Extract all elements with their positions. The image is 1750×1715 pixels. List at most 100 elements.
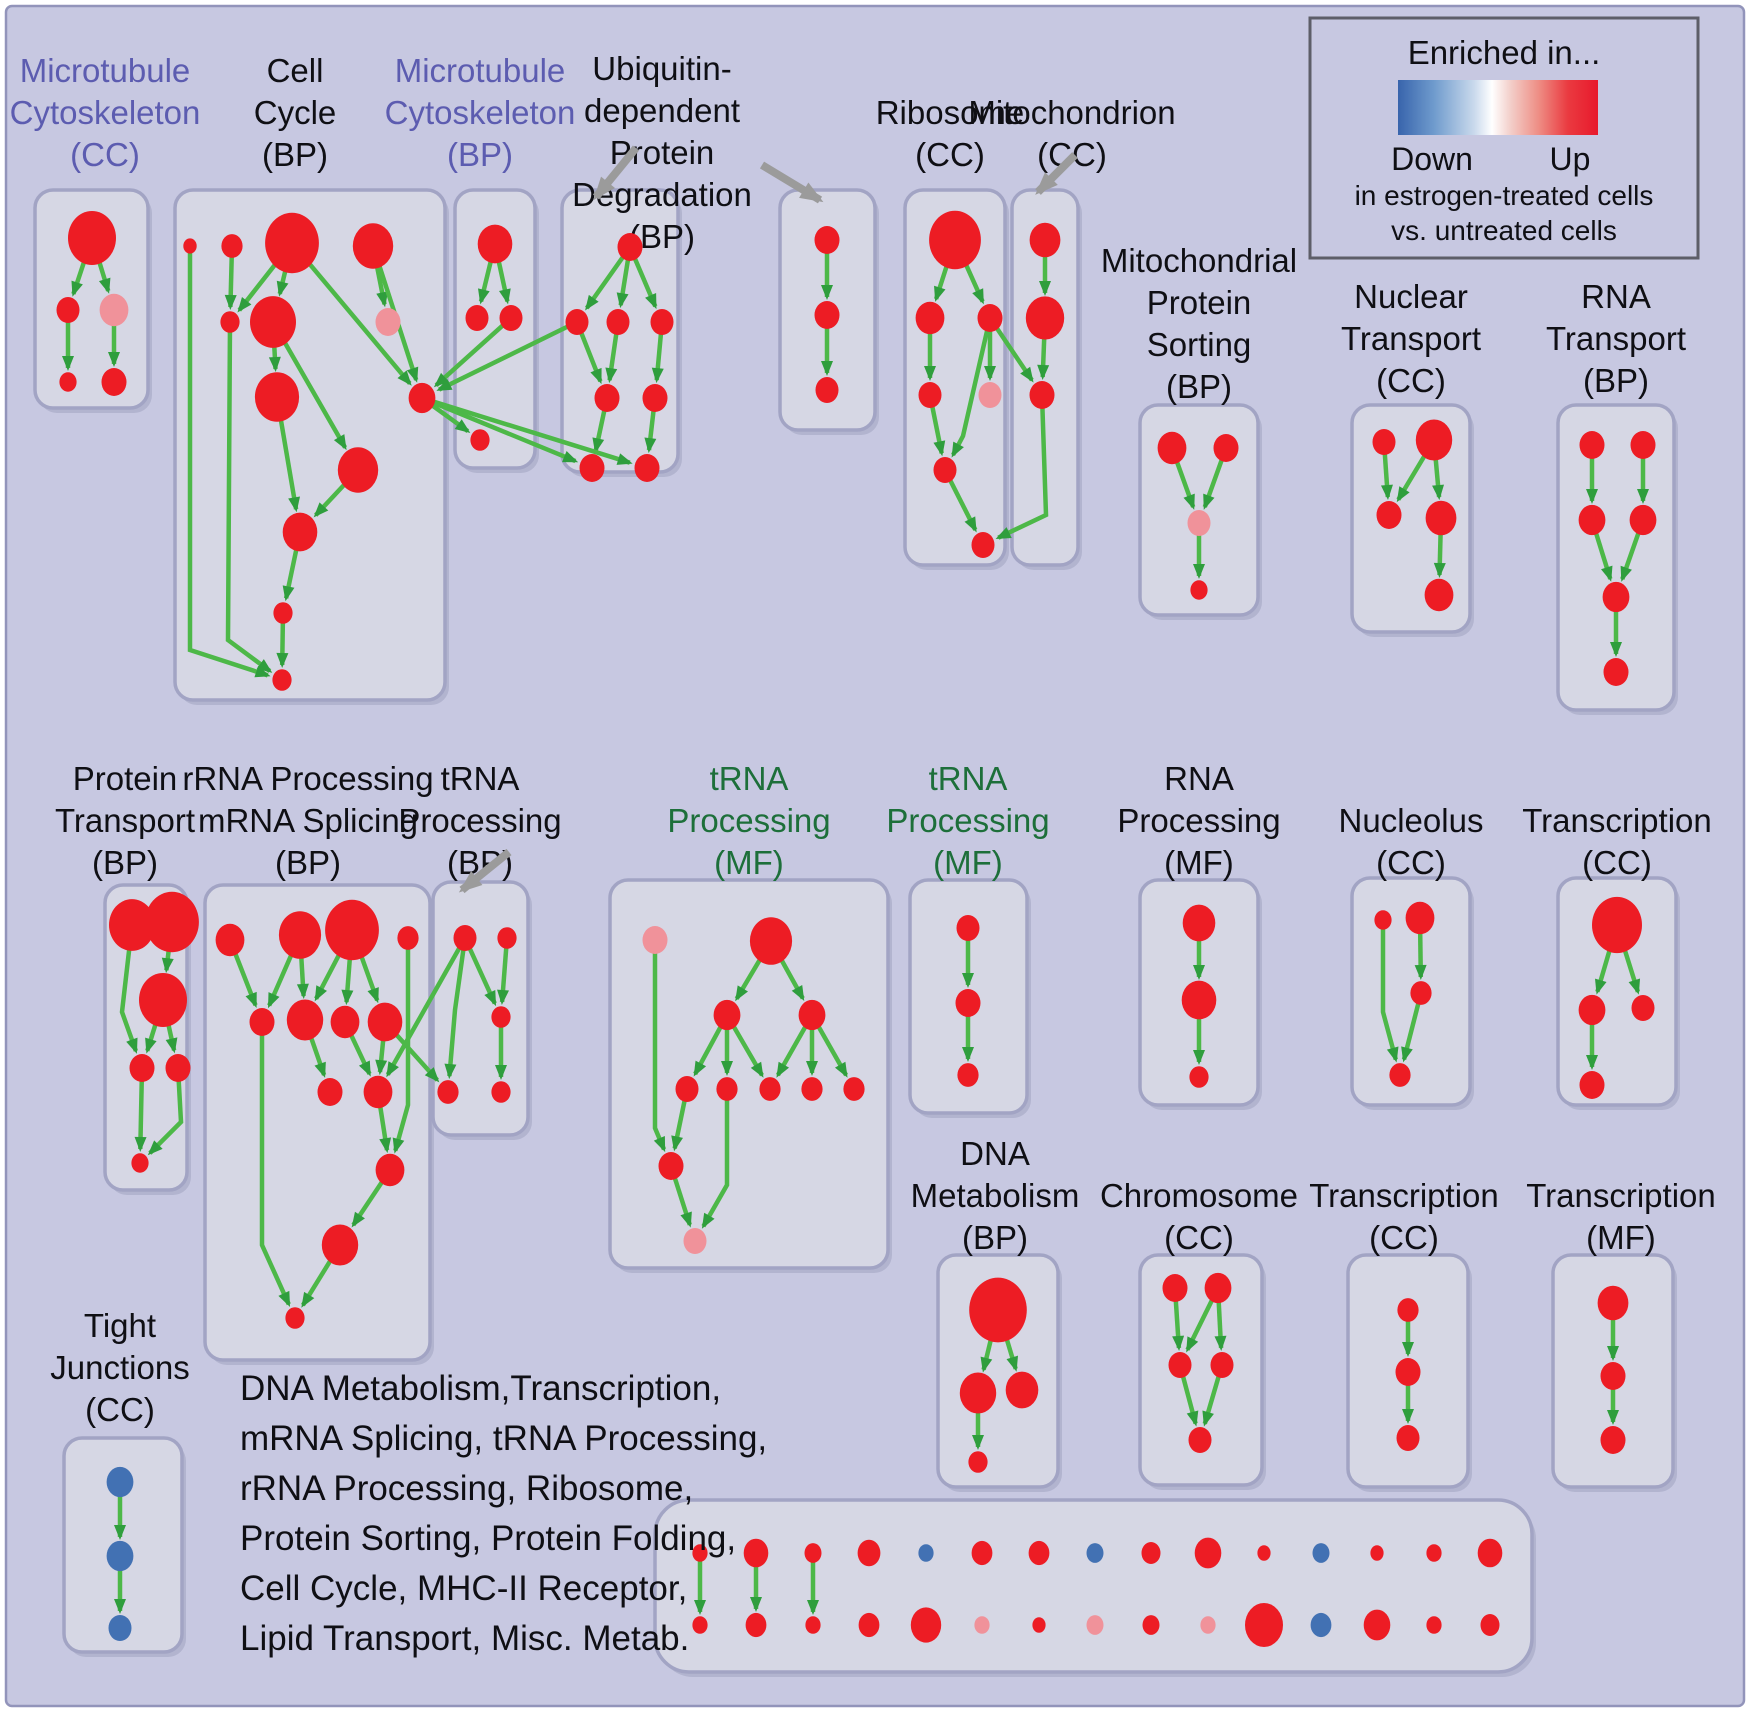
label-trna-mf-2: Processing (886, 802, 1049, 839)
misc-categories-text-line5: Lipid Transport, Misc. Metab. (240, 1619, 689, 1658)
node-rrna-3 (397, 926, 419, 950)
node-ub1-2 (606, 309, 630, 335)
node-trna-mf-1-0 (642, 926, 668, 954)
node-mito-sort-1 (1213, 434, 1239, 462)
node-trna-mf-2-2 (957, 1063, 979, 1087)
node-misc-bottom-r1-14 (1480, 1614, 1500, 1636)
label-ub1: Ubiquitin- (592, 50, 731, 87)
node-ribosome-1 (915, 301, 945, 335)
node-rna-transport-2 (1578, 504, 1606, 536)
node-cell-cycle-3 (352, 223, 394, 269)
legend-gradient-bar (1398, 80, 1598, 135)
node-ribosome-4 (978, 382, 1002, 408)
edge-arrow (951, 317, 993, 458)
label-transcription-mf: Transcription (1526, 1177, 1716, 1214)
label-rna-proc-mf: Processing (1117, 802, 1280, 839)
label-ribosome: Ribosome (876, 94, 1025, 131)
label-rrna: rRNA Processing (182, 760, 433, 797)
label-trna-mf-1: (MF) (714, 844, 784, 881)
node-misc-bottom-r1-13 (1426, 1616, 1442, 1634)
node-misc-bottom-r1-7 (1086, 1615, 1104, 1635)
label-protein-transport: Protein (73, 760, 178, 797)
node-misc-bottom-r0-9 (1194, 1537, 1222, 1569)
group-box-chromosome (1138, 1253, 1264, 1487)
misc-categories-text-line4: Cell Cycle, MHC-II Receptor, (240, 1569, 687, 1608)
node-rrna-9 (363, 1075, 393, 1109)
node-trna-mf-1-4 (675, 1076, 699, 1102)
node-transcription-cc-1-2 (1631, 995, 1655, 1021)
node-misc-bottom-r0-13 (1426, 1544, 1442, 1562)
node-mt-cc-2 (99, 293, 129, 327)
label-dna-metab: Metabolism (911, 1177, 1080, 1214)
node-mito-sort-3 (1190, 580, 1208, 600)
group-box-misc-bottom (653, 1498, 1534, 1674)
node-transcription-cc-1-0 (1592, 896, 1642, 954)
label-trna-mf-2: tRNA (929, 760, 1008, 797)
label-chromosome: (CC) (1164, 1219, 1234, 1256)
label-protein-transport: (BP) (92, 844, 158, 881)
group-box-transcription-cc-1 (1556, 876, 1678, 1107)
node-mt-bp-3 (470, 429, 490, 451)
node-trna-mf-1-6 (759, 1077, 781, 1101)
node-mt-cc-3 (59, 372, 77, 392)
label-transcription-cc-1: Transcription (1522, 802, 1712, 839)
edge-arrow (436, 319, 578, 392)
label-trna-mf-1: Processing (667, 802, 830, 839)
node-nuclear-transport-3 (1425, 500, 1457, 536)
node-mito-sort-0 (1157, 431, 1187, 465)
node-nuclear-transport-1 (1415, 419, 1453, 461)
node-transcription-cc-2-0 (1397, 1298, 1419, 1322)
node-rrna-11 (321, 1224, 359, 1266)
node-dna-metab-1 (959, 1372, 997, 1414)
annotation-arrow-2 (1035, 152, 1078, 195)
node-protein-transport-3 (129, 1054, 155, 1082)
label-cell-cycle: Cell (267, 52, 324, 89)
node-trna-mf-1-10 (683, 1228, 707, 1254)
group-box-dna-metab (936, 1253, 1060, 1489)
label-trna-mf-1: tRNA (710, 760, 789, 797)
node-misc-bottom-r0-0 (692, 1544, 708, 1562)
node-transcription-cc-2-2 (1396, 1425, 1420, 1451)
legend-up-label: Up (1550, 141, 1591, 177)
node-trna-bp-1 (497, 927, 517, 949)
node-mito-2 (1029, 381, 1055, 409)
edge-arrow (421, 395, 579, 464)
node-misc-bottom-r1-1 (745, 1612, 767, 1638)
node-chromosome-0 (1162, 1274, 1188, 1302)
label-nuclear-transport: Nuclear (1354, 278, 1468, 315)
annotation-arrow-3 (458, 848, 512, 894)
node-ribosome-6 (971, 532, 995, 558)
node-misc-bottom-r0-8 (1141, 1542, 1161, 1564)
label-transcription-cc-2: (CC) (1369, 1219, 1439, 1256)
node-dna-metab-3 (968, 1451, 988, 1473)
label-tight-junctions: Junctions (50, 1349, 189, 1386)
node-misc-bottom-r1-12 (1363, 1609, 1391, 1641)
node-cell-cycle-12 (272, 669, 292, 691)
annotation-arrow-0 (592, 145, 640, 201)
node-mt-cc-0 (68, 211, 116, 265)
node-protein-transport-1 (145, 891, 199, 953)
label-nuclear-transport: (CC) (1376, 362, 1446, 399)
node-cell-cycle-9 (337, 447, 379, 493)
misc-categories-text-line2: rRNA Processing, Ribosome, (240, 1469, 693, 1508)
node-rna-transport-5 (1603, 658, 1629, 686)
label-mito-sort: Mitochondrial (1101, 242, 1297, 279)
label-ub1: dependent (584, 92, 740, 129)
label-dna-metab: (BP) (962, 1219, 1028, 1256)
node-misc-bottom-r1-4 (910, 1607, 942, 1643)
misc-categories-text-line1: mRNA Splicing, tRNA Processing, (240, 1419, 767, 1458)
label-rna-transport: RNA (1581, 278, 1651, 315)
label-tight-junctions: (CC) (85, 1391, 155, 1428)
node-rna-proc-mf-1 (1181, 980, 1217, 1020)
misc-categories-text-line3: Protein Sorting, Protein Folding, (240, 1519, 736, 1558)
legend-subtitle-line2: vs. untreated cells (1391, 215, 1617, 246)
edge-arrow (701, 1089, 730, 1229)
node-nucleolus-0 (1374, 910, 1392, 930)
node-misc-bottom-r1-5 (974, 1616, 990, 1634)
node-cell-cycle-1 (221, 234, 243, 258)
label-trna-bp: Processing (398, 802, 561, 839)
node-misc-bottom-r0-5 (971, 1540, 993, 1566)
node-rna-proc-mf-2 (1189, 1066, 1209, 1088)
label-protein-transport: Transport (55, 802, 195, 839)
node-nucleolus-3 (1389, 1063, 1411, 1087)
